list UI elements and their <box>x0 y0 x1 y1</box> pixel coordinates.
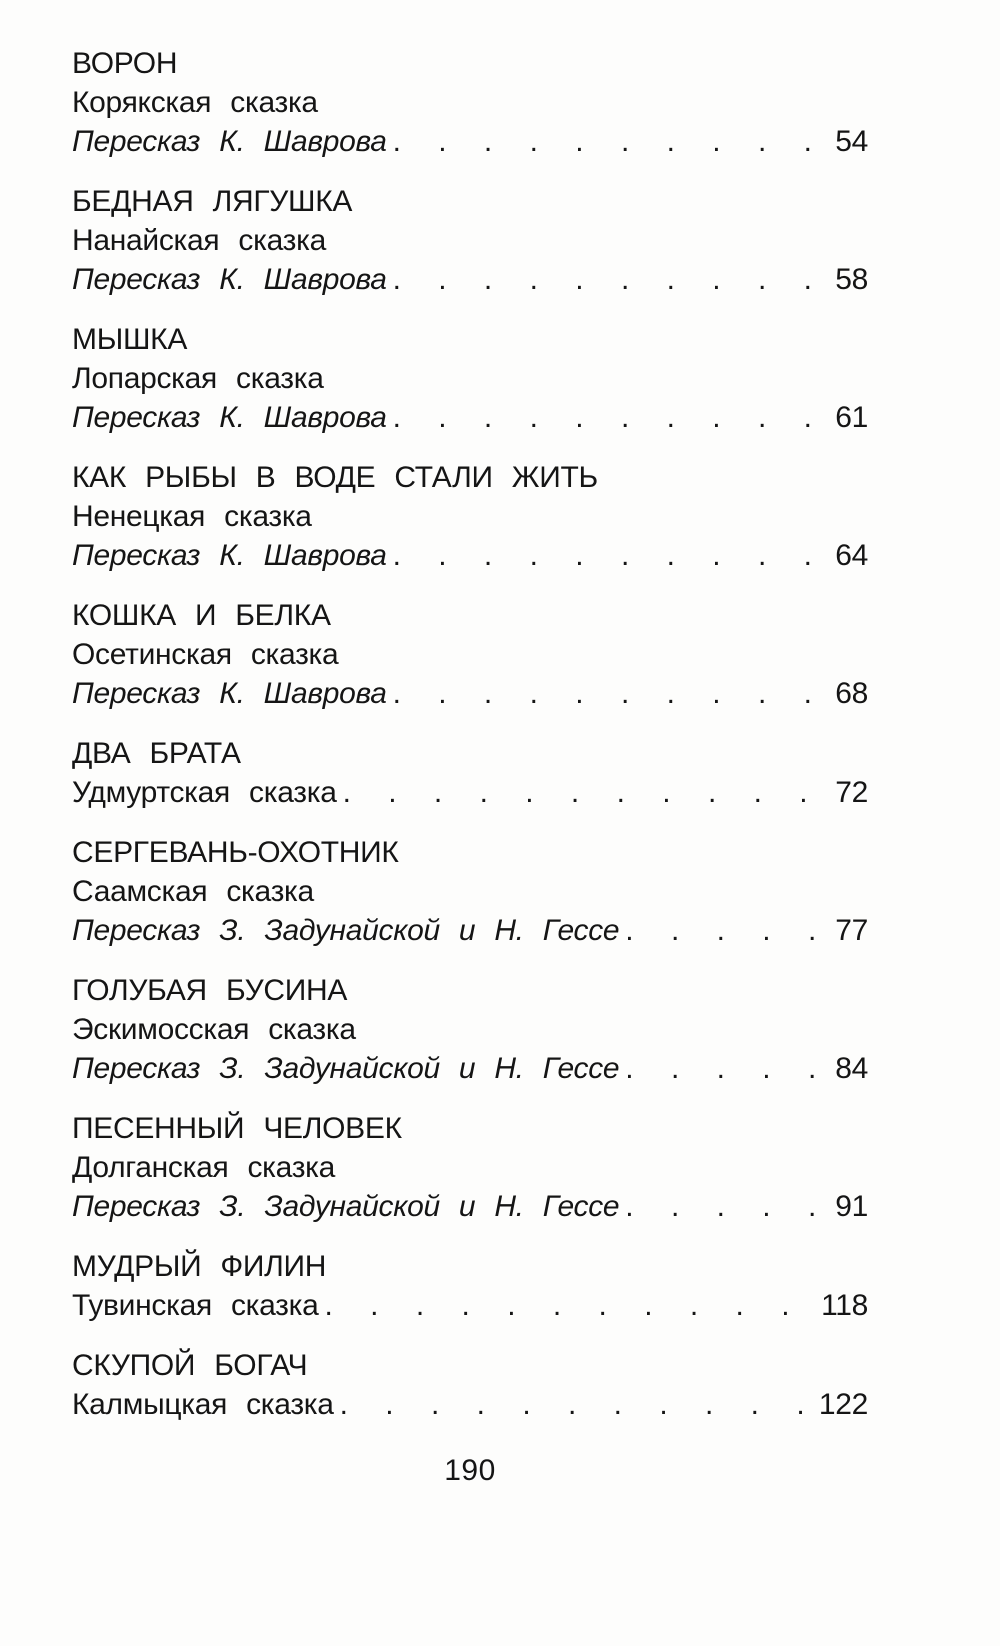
dot-leader <box>343 773 826 812</box>
entry-credit-row: Пересказ З. Задунайской и Н. Гессе 84 <box>72 1049 868 1088</box>
dot-leader <box>393 122 826 161</box>
toc-entry: ГОЛУБАЯ БУСИНА Эскимосская сказка Переск… <box>72 971 868 1088</box>
dot-leader <box>625 1187 825 1226</box>
entry-page-number: 54 <box>835 125 868 158</box>
entry-subtitle-row: Лопарская сказка <box>72 359 868 398</box>
toc-entry: КОШКА И БЕЛКА Осетинская сказка Пересказ… <box>72 596 868 713</box>
toc-entry: ДВА БРАТА Удмуртская сказка 72 <box>72 734 868 812</box>
entry-credit: Пересказ К. Шаврова <box>72 677 387 710</box>
entry-subtitle-row: Долганская сказка <box>72 1148 868 1187</box>
entry-page-number: 84 <box>835 1052 868 1085</box>
entry-credit-row: Пересказ К. Шаврова 54 <box>72 122 868 161</box>
entry-credit-row: Пересказ З. Задунайской и Н. Гессе 77 <box>72 911 868 950</box>
entry-page-number: 91 <box>835 1190 868 1223</box>
dot-leader <box>393 536 826 575</box>
entry-subtitle: Корякская сказка <box>72 86 318 119</box>
entry-subtitle: Долганская сказка <box>72 1151 336 1184</box>
entry-page-number: 64 <box>835 539 868 572</box>
entry-credit: Пересказ З. Задунайской и Н. Гессе <box>72 914 620 947</box>
toc-entry: МУДРЫЙ ФИЛИН Тувинская сказка 118 <box>72 1247 868 1325</box>
entry-page-number: 58 <box>835 263 868 296</box>
entry-title: СЕРГЕВАНЬ-ОХОТНИК <box>72 836 399 869</box>
entry-subtitle-row: Тувинская сказка 118 <box>72 1286 868 1325</box>
entry-credit: Пересказ К. Шаврова <box>72 401 387 434</box>
toc-entry: КАК РЫБЫ В ВОДЕ СТАЛИ ЖИТЬ Ненецкая сказ… <box>72 458 868 575</box>
dot-leader <box>393 260 826 299</box>
entry-subtitle: Удмуртская сказка <box>72 776 337 809</box>
entry-title: БЕДНАЯ ЛЯГУШКА <box>72 185 353 218</box>
entry-subtitle-row: Осетинская сказка <box>72 635 868 674</box>
entry-credit-row: Пересказ К. Шаврова 64 <box>72 536 868 575</box>
entry-subtitle: Ненецкая сказка <box>72 500 312 533</box>
dot-leader <box>340 1385 809 1424</box>
entry-page-number: 122 <box>818 1388 868 1421</box>
entry-subtitle-row: Саамская сказка <box>72 872 868 911</box>
entry-credit: Пересказ З. Задунайской и Н. Гессе <box>72 1052 620 1085</box>
entry-credit-row: Пересказ К. Шаврова 61 <box>72 398 868 437</box>
entry-credit-row: Пересказ З. Задунайской и Н. Гессе 91 <box>72 1187 868 1226</box>
toc-entry: СЕРГЕВАНЬ-ОХОТНИК Саамская сказка Переск… <box>72 833 868 950</box>
toc-entry: МЫШКА Лопарская сказка Пересказ К. Шавро… <box>72 320 868 437</box>
entry-page-number: 77 <box>835 914 868 947</box>
entry-subtitle: Эскимосская сказка <box>72 1013 356 1046</box>
dot-leader <box>393 398 826 437</box>
toc-entry: ПЕСЕННЫЙ ЧЕЛОВЕК Долганская сказка Перес… <box>72 1109 868 1226</box>
dot-leader <box>325 1286 812 1325</box>
entry-subtitle: Калмыцкая сказка <box>72 1388 334 1421</box>
entry-title: ВОРОН <box>72 47 178 80</box>
entry-page-number: 61 <box>835 401 868 434</box>
entry-subtitle: Осетинская сказка <box>72 638 339 671</box>
entry-page-number: 68 <box>835 677 868 710</box>
entry-title: МЫШКА <box>72 323 188 356</box>
entry-credit: Пересказ К. Шаврова <box>72 125 387 158</box>
toc-entry: СКУПОЙ БОГАЧ Калмыцкая сказка 122 <box>72 1346 868 1424</box>
entry-title: МУДРЫЙ ФИЛИН <box>72 1250 327 1283</box>
entry-subtitle-row: Удмуртская сказка 72 <box>72 773 868 812</box>
entry-credit: Пересказ З. Задунайской и Н. Гессе <box>72 1190 620 1223</box>
entry-subtitle-row: Ненецкая сказка <box>72 497 868 536</box>
dot-leader <box>393 674 826 713</box>
entry-title: КОШКА И БЕЛКА <box>72 599 331 632</box>
entry-credit: Пересказ К. Шаврова <box>72 539 387 572</box>
entry-subtitle-row: Эскимосская сказка <box>72 1010 868 1049</box>
toc-entry: ВОРОН Корякская сказка Пересказ К. Шавро… <box>72 44 868 161</box>
entry-subtitle: Нанайская сказка <box>72 224 326 257</box>
folio-page-number: 190 <box>444 1454 496 1487</box>
table-of-contents: ВОРОН Корякская сказка Пересказ К. Шавро… <box>72 44 868 1424</box>
entry-title: КАК РЫБЫ В ВОДЕ СТАЛИ ЖИТЬ <box>72 461 598 494</box>
entry-credit-row: Пересказ К. Шаврова 68 <box>72 674 868 713</box>
entry-subtitle-row: Нанайская сказка <box>72 221 868 260</box>
entry-credit: Пересказ К. Шаврова <box>72 263 387 296</box>
toc-entry: БЕДНАЯ ЛЯГУШКА Нанайская сказка Пересказ… <box>72 182 868 299</box>
entry-subtitle: Лопарская сказка <box>72 362 324 395</box>
dot-leader <box>625 1049 825 1088</box>
entry-subtitle-row: Калмыцкая сказка 122 <box>72 1385 868 1424</box>
dot-leader <box>625 911 825 950</box>
entry-title: СКУПОЙ БОГАЧ <box>72 1349 308 1382</box>
entry-page-number: 72 <box>835 776 868 809</box>
entry-page-number: 118 <box>821 1289 868 1322</box>
entry-title: ГОЛУБАЯ БУСИНА <box>72 974 348 1007</box>
entry-title: ПЕСЕННЫЙ ЧЕЛОВЕК <box>72 1112 402 1145</box>
entry-subtitle-row: Корякская сказка <box>72 83 868 122</box>
entry-subtitle: Саамская сказка <box>72 875 314 908</box>
entry-subtitle: Тувинская сказка <box>72 1289 319 1322</box>
entry-title: ДВА БРАТА <box>72 737 241 770</box>
entry-credit-row: Пересказ К. Шаврова 58 <box>72 260 868 299</box>
